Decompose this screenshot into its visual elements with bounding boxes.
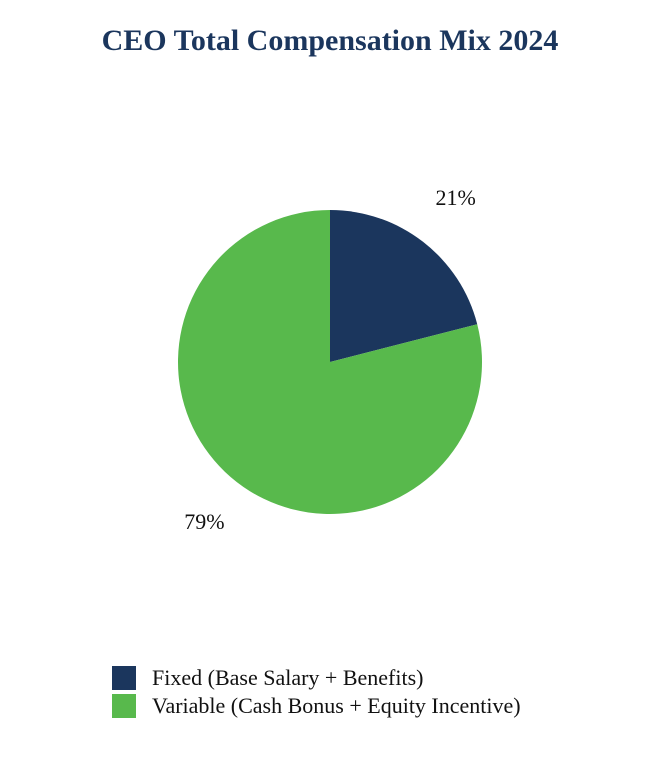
- pie-label-variable: 79%: [184, 509, 224, 534]
- legend-swatch-fixed: [112, 666, 136, 690]
- legend-label-variable: Variable (Cash Bonus + Equity Incentive): [152, 693, 521, 718]
- legend-label-fixed: Fixed (Base Salary + Benefits): [152, 665, 424, 690]
- legend-item-fixed: Fixed (Base Salary + Benefits): [112, 664, 521, 692]
- chart-title: CEO Total Compensation Mix 2024: [101, 24, 559, 57]
- pie-slice-variable: [178, 210, 483, 514]
- legend: Fixed (Base Salary + Benefits) Variable …: [112, 664, 521, 720]
- pie-label-fixed: 21%: [435, 185, 475, 210]
- pie-chart: 21% 79%: [178, 185, 483, 534]
- legend-swatch-variable: [112, 694, 136, 718]
- legend-item-variable: Variable (Cash Bonus + Equity Incentive): [112, 692, 521, 720]
- pie-slice-fixed: [330, 210, 478, 362]
